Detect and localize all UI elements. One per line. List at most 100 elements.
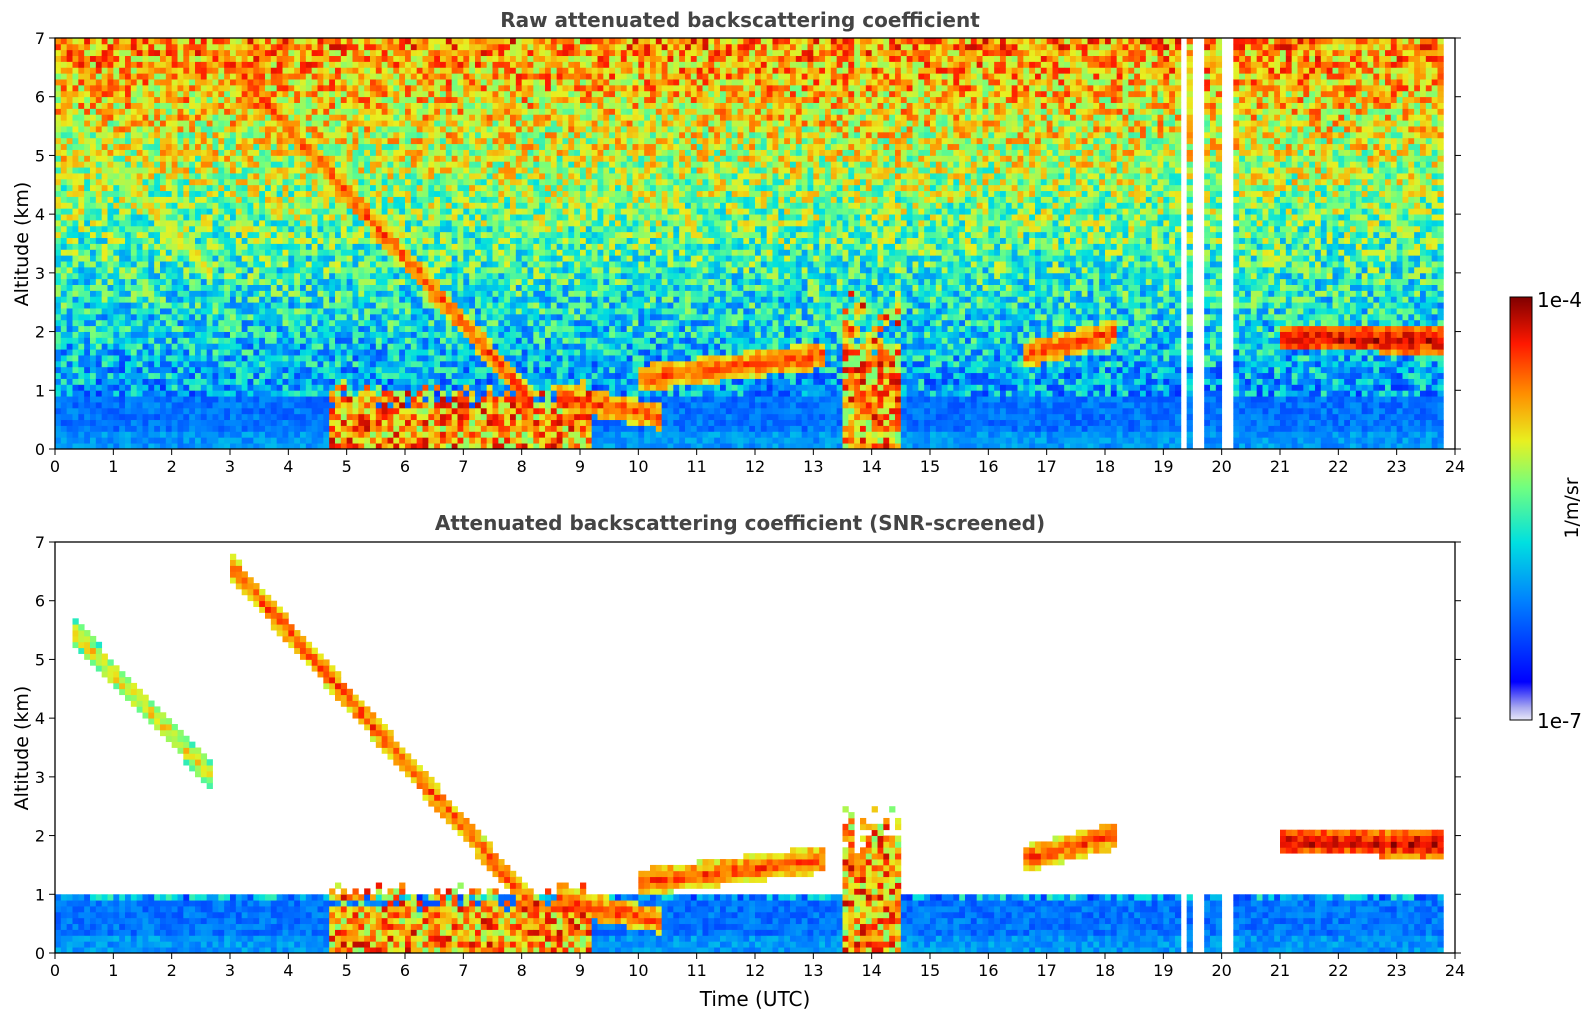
heatmap-cell bbox=[306, 202, 312, 208]
heatmap-cell bbox=[96, 279, 102, 285]
heatmap-cell bbox=[265, 308, 271, 314]
heatmap-cell bbox=[108, 132, 114, 138]
heatmap-cell bbox=[131, 279, 137, 285]
heatmap-cell bbox=[248, 144, 254, 150]
heatmap-cell bbox=[236, 232, 242, 238]
heatmap-cell bbox=[125, 38, 131, 44]
heatmap-cell bbox=[178, 103, 184, 109]
heatmap-cell bbox=[195, 332, 201, 338]
heatmap-cell bbox=[125, 255, 131, 261]
heatmap-cell bbox=[189, 420, 195, 426]
heatmap-cell bbox=[283, 91, 289, 97]
heatmap-cell bbox=[283, 302, 289, 308]
heatmap-cell bbox=[102, 267, 108, 273]
heatmap-cell bbox=[108, 337, 114, 343]
heatmap-cell bbox=[61, 85, 67, 91]
heatmap-cell bbox=[73, 144, 79, 150]
heatmap-cell bbox=[189, 308, 195, 314]
heatmap-cell bbox=[230, 144, 236, 150]
heatmap-cell bbox=[277, 355, 283, 361]
heatmap-cell bbox=[67, 132, 73, 138]
heatmap-cell bbox=[148, 285, 154, 291]
heatmap-cell bbox=[178, 208, 184, 214]
heatmap-cell bbox=[166, 238, 172, 244]
heatmap-cell bbox=[172, 314, 178, 320]
heatmap-cell bbox=[230, 332, 236, 338]
heatmap-cell bbox=[78, 202, 84, 208]
heatmap-cell bbox=[73, 179, 79, 185]
heatmap-cell bbox=[265, 349, 271, 355]
heatmap-cell bbox=[84, 56, 90, 62]
heatmap-cell bbox=[306, 285, 312, 291]
heatmap-cell bbox=[277, 108, 283, 114]
heatmap-cell bbox=[172, 214, 178, 220]
heatmap-cell bbox=[300, 232, 306, 238]
heatmap-cell bbox=[248, 85, 254, 91]
heatmap-cell bbox=[113, 161, 119, 167]
heatmap-cell bbox=[67, 437, 73, 443]
heatmap-cell bbox=[119, 73, 125, 79]
heatmap-cell bbox=[224, 361, 230, 367]
heatmap-cell bbox=[166, 314, 172, 320]
heatmap-cell bbox=[131, 273, 137, 279]
heatmap-cell bbox=[306, 290, 312, 296]
heatmap-cell bbox=[148, 343, 154, 349]
heatmap-cell bbox=[283, 255, 289, 261]
heatmap-cell bbox=[143, 226, 149, 232]
heatmap-cell bbox=[271, 420, 277, 426]
heatmap-cell bbox=[236, 155, 242, 161]
heatmap-cell bbox=[108, 402, 114, 408]
heatmap-cell bbox=[259, 232, 265, 238]
heatmap-cell bbox=[288, 290, 294, 296]
heatmap-cell bbox=[160, 191, 166, 197]
heatmap-cell bbox=[248, 167, 254, 173]
heatmap-cell bbox=[300, 302, 306, 308]
heatmap-cell bbox=[294, 144, 300, 150]
heatmap-cell bbox=[90, 343, 96, 349]
heatmap-cell bbox=[306, 373, 312, 379]
heatmap-cell bbox=[271, 285, 277, 291]
heatmap-cell bbox=[108, 302, 114, 308]
heatmap-cell bbox=[160, 197, 166, 203]
heatmap-cell bbox=[143, 191, 149, 197]
heatmap-cell bbox=[125, 238, 131, 244]
heatmap-cell bbox=[224, 232, 230, 238]
heatmap-cell bbox=[294, 173, 300, 179]
heatmap-cell bbox=[166, 73, 172, 79]
heatmap-cell bbox=[96, 103, 102, 109]
heatmap-cell bbox=[218, 273, 224, 279]
heatmap-cell bbox=[265, 384, 271, 390]
heatmap-cell bbox=[253, 426, 259, 432]
heatmap-cell bbox=[277, 396, 283, 402]
heatmap-cell bbox=[248, 290, 254, 296]
heatmap-cell bbox=[78, 67, 84, 73]
heatmap-cell bbox=[195, 326, 201, 332]
heatmap-cell bbox=[61, 267, 67, 273]
heatmap-cell bbox=[224, 155, 230, 161]
heatmap-cell bbox=[102, 290, 108, 296]
heatmap-cell bbox=[78, 426, 84, 432]
heatmap-cell bbox=[61, 214, 67, 220]
heatmap-cell bbox=[183, 261, 189, 267]
heatmap-cell bbox=[78, 420, 84, 426]
heatmap-cell bbox=[224, 285, 230, 291]
heatmap-cell bbox=[265, 373, 271, 379]
heatmap-cell bbox=[108, 85, 114, 91]
heatmap-cell bbox=[67, 155, 73, 161]
heatmap-cell bbox=[102, 179, 108, 185]
heatmap-cell bbox=[230, 73, 236, 79]
heatmap-cell bbox=[160, 144, 166, 150]
heatmap-cell bbox=[166, 320, 172, 326]
heatmap-cell bbox=[148, 414, 154, 420]
heatmap-cell bbox=[125, 308, 131, 314]
heatmap-cell bbox=[131, 108, 137, 114]
heatmap-cell bbox=[201, 296, 207, 302]
heatmap-cell bbox=[183, 337, 189, 343]
heatmap-cell bbox=[166, 379, 172, 385]
heatmap-cell bbox=[55, 67, 61, 73]
heatmap-cell bbox=[172, 302, 178, 308]
heatmap-cell bbox=[113, 367, 119, 373]
heatmap-cell bbox=[213, 208, 219, 214]
heatmap-cell bbox=[213, 343, 219, 349]
heatmap-cell bbox=[248, 408, 254, 414]
